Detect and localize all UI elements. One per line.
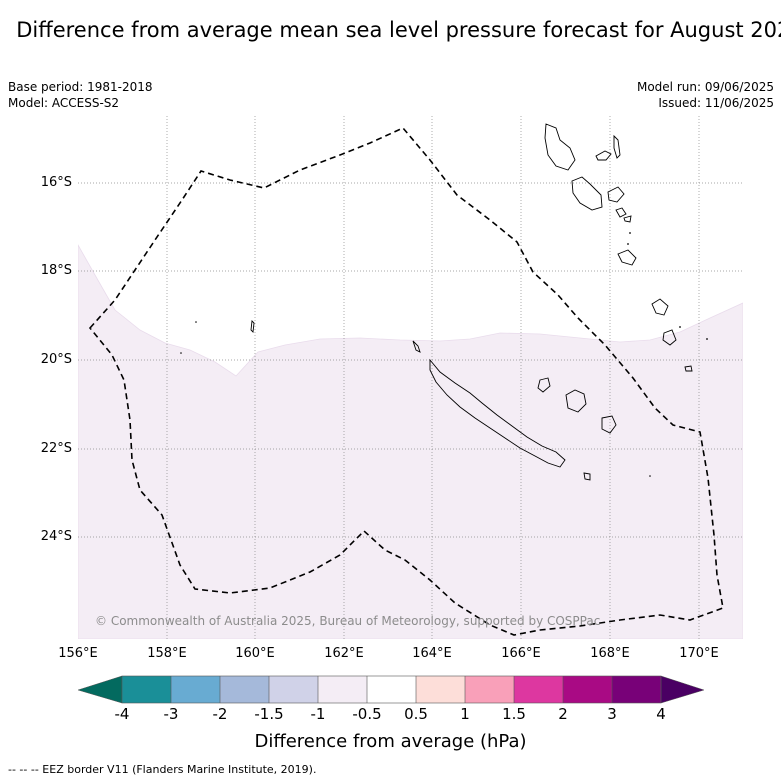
lon-tick-label: 158°E	[147, 646, 187, 661]
eez-border	[88, 127, 724, 636]
lat-tick-label: 18°S	[40, 263, 72, 278]
reef-dot	[679, 326, 681, 328]
colorbar-label: -0.5	[352, 705, 382, 723]
lat-tick-label: 24°S	[40, 529, 72, 544]
colorbar-label: 1	[460, 705, 470, 723]
island-lifou	[565, 389, 587, 413]
lon-tick-label: 160°E	[235, 646, 275, 661]
colorbar-high-extend	[660, 675, 705, 704]
colorbar-low-extend	[77, 675, 123, 704]
island-aneityum	[684, 365, 693, 372]
meta-right: Model run: 09/06/2025 Issued: 11/06/2025	[637, 79, 774, 111]
lat-tick-label: 20°S	[40, 352, 72, 367]
colorbar-segment	[171, 676, 220, 703]
colorbar-label: -3	[163, 705, 179, 723]
island-ambrym	[607, 186, 625, 203]
anomaly-region	[78, 244, 743, 639]
reef-dot	[627, 243, 629, 245]
lat-tick-label: 22°S	[40, 441, 72, 456]
base-period-text: Base period: 1981-2018	[8, 80, 153, 94]
colorbar-title: Difference from average (hPa)	[254, 731, 527, 752]
lon-tick-label: 162°E	[324, 646, 364, 661]
colorbar-label: 1.5	[502, 705, 526, 723]
colorbar-label: 0.5	[404, 705, 428, 723]
colorbar-segment	[514, 676, 563, 703]
island-shepherd	[623, 215, 632, 223]
map-plot-area	[78, 116, 743, 639]
lon-tick-label: 168°E	[590, 646, 630, 661]
reef-dot	[195, 321, 197, 323]
lon-tick-label: 164°E	[412, 646, 452, 661]
island-epi	[615, 207, 627, 218]
eez-footnote: -- -- -- EEZ border V11 (Flanders Marine…	[8, 763, 317, 776]
island-tanna	[662, 329, 677, 346]
issued-text: Issued: 11/06/2025	[658, 96, 774, 110]
island-ouvea	[537, 377, 551, 393]
island-efate	[617, 249, 637, 266]
colorbar-outline	[121, 675, 662, 704]
lat-tick-label: 16°S	[40, 175, 72, 190]
model-text: Model: ACCESS-S2	[8, 96, 120, 110]
colorbar-segment	[612, 676, 661, 703]
reef-dot	[649, 475, 651, 477]
colorbar-segment	[563, 676, 612, 703]
reef-dot	[180, 352, 182, 354]
island-maewo	[613, 134, 621, 159]
colorbar-label: 4	[656, 705, 666, 723]
island-mare	[601, 415, 617, 434]
island-chesterfield	[250, 320, 255, 333]
island-malekula	[571, 176, 603, 211]
model-run-text: Model run: 09/06/2025	[636, 80, 774, 94]
island-erromango	[651, 298, 669, 316]
colorbar-label: -1	[310, 705, 326, 723]
reef-dot	[706, 338, 708, 340]
colorbar-segment	[367, 676, 416, 703]
map-title: Difference from average mean sea level p…	[16, 18, 781, 42]
colorbar	[77, 675, 705, 704]
colorbar-label: -2	[212, 705, 228, 723]
island-belep	[412, 340, 421, 353]
colorbar-label: -1.5	[254, 705, 284, 723]
island-isle-of-pines	[583, 472, 591, 481]
colorbar-segment	[220, 676, 269, 703]
colorbar-label: 3	[607, 705, 617, 723]
colorbar-dividers	[170, 676, 613, 703]
lon-tick-label: 156°E	[58, 646, 98, 661]
lon-tick-label: 170°E	[679, 646, 719, 661]
island-espiritu-santo	[544, 123, 576, 171]
colorbar-label: 2	[558, 705, 568, 723]
colorbar-segment	[465, 676, 514, 703]
colorbar-segment	[269, 676, 318, 703]
colorbar-segment	[122, 676, 171, 703]
meta-left: Base period: 1981-2018 Model: ACCESS-S2	[8, 79, 153, 111]
colorbar-segment	[416, 676, 465, 703]
new-caledonia-island	[429, 358, 566, 468]
colorbar-label: -4	[114, 705, 130, 723]
reef-dot	[629, 232, 631, 234]
island-malo	[595, 150, 612, 161]
lon-tick-label: 166°E	[501, 646, 541, 661]
colorbar-segment	[318, 676, 367, 703]
copyright-text: © Commonwealth of Australia 2025, Bureau…	[95, 614, 601, 628]
